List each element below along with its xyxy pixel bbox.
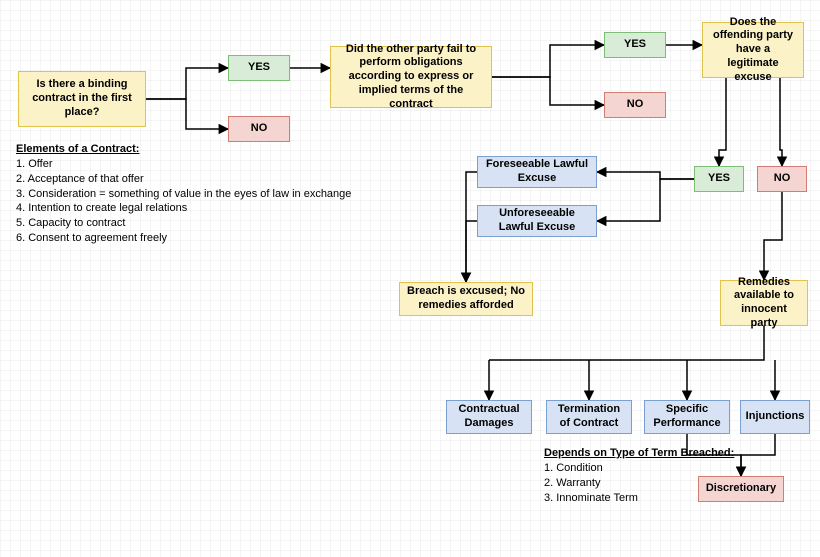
node-terminate: Termination of Contract [546,400,632,434]
text-block-line: 4. Intention to create legal relations [16,201,351,216]
edge-3 [492,45,604,77]
node-q2_yes: YES [604,32,666,58]
text-block-title: Depends on Type of Term Breached: [544,446,734,461]
node-label: Foreseeable Lawful Excuse [484,158,590,186]
node-label: Is there a binding contract in the first… [25,78,139,119]
text-block-elements_list: Elements of a Contract:1. Offer2. Accept… [16,142,351,246]
text-block-line: 1. Offer [16,157,351,172]
text-block-line: 2. Acceptance of that offer [16,172,351,187]
edge-9 [597,179,694,221]
text-block-line: 2. Warranty [544,476,734,491]
node-label: Specific Performance [651,403,723,431]
node-remedies: Remedies available to innocent party [720,280,808,326]
edge-13 [489,326,764,360]
node-injunct: Injunctions [740,400,810,434]
text-block-line: 1. Condition [544,461,734,476]
node-unforesee: Unforeseeable Lawful Excuse [477,205,597,237]
edge-1 [146,99,228,129]
node-label: Unforeseeable Lawful Excuse [484,207,590,235]
node-label: YES [708,172,730,186]
node-label: NO [627,98,644,112]
node-label: Contractual Damages [453,403,525,431]
edge-19 [741,434,775,476]
node-q3: Does the offending party have a legitima… [702,22,804,78]
node-q2: Did the other party fail to perform obli… [330,46,492,108]
node-q2_no: NO [604,92,666,118]
node-label: NO [251,122,268,136]
node-specific: Specific Performance [644,400,730,434]
node-q1: Is there a binding contract in the first… [18,71,146,127]
node-label: YES [248,61,270,75]
node-damages: Contractual Damages [446,400,532,434]
edge-6 [719,78,726,166]
edge-12 [764,192,782,280]
text-block-line: 6. Consent to agreement freely [16,231,351,246]
node-q1_no: NO [228,116,290,142]
node-breach: Breach is excused; No remedies afforded [399,282,533,316]
node-label: Injunctions [746,410,805,424]
node-q1_yes: YES [228,55,290,81]
text-block-depends_list: Depends on Type of Term Breached:1. Cond… [544,446,734,505]
node-label: Does the offending party have a legitima… [709,16,797,85]
node-label: Termination of Contract [553,403,625,431]
node-label: NO [774,172,791,186]
edge-4 [492,77,604,105]
node-label: Remedies available to innocent party [727,276,801,331]
edge-0 [146,68,228,99]
node-label: YES [624,38,646,52]
node-foresee: Foreseeable Lawful Excuse [477,156,597,188]
edge-10 [466,172,477,282]
node-q3_no: NO [757,166,807,192]
edge-11 [466,221,477,282]
text-block-line: 3. Consideration = something of value in… [16,187,351,202]
text-block-line: 5. Capacity to contract [16,216,351,231]
text-block-title: Elements of a Contract: [16,142,351,157]
node-label: Did the other party fail to perform obli… [337,43,485,112]
text-block-line: 3. Innominate Term [544,491,734,506]
node-label: Breach is excused; No remedies afforded [406,285,526,313]
edge-7 [780,78,782,166]
edge-8 [597,172,694,179]
node-q3_yes: YES [694,166,744,192]
